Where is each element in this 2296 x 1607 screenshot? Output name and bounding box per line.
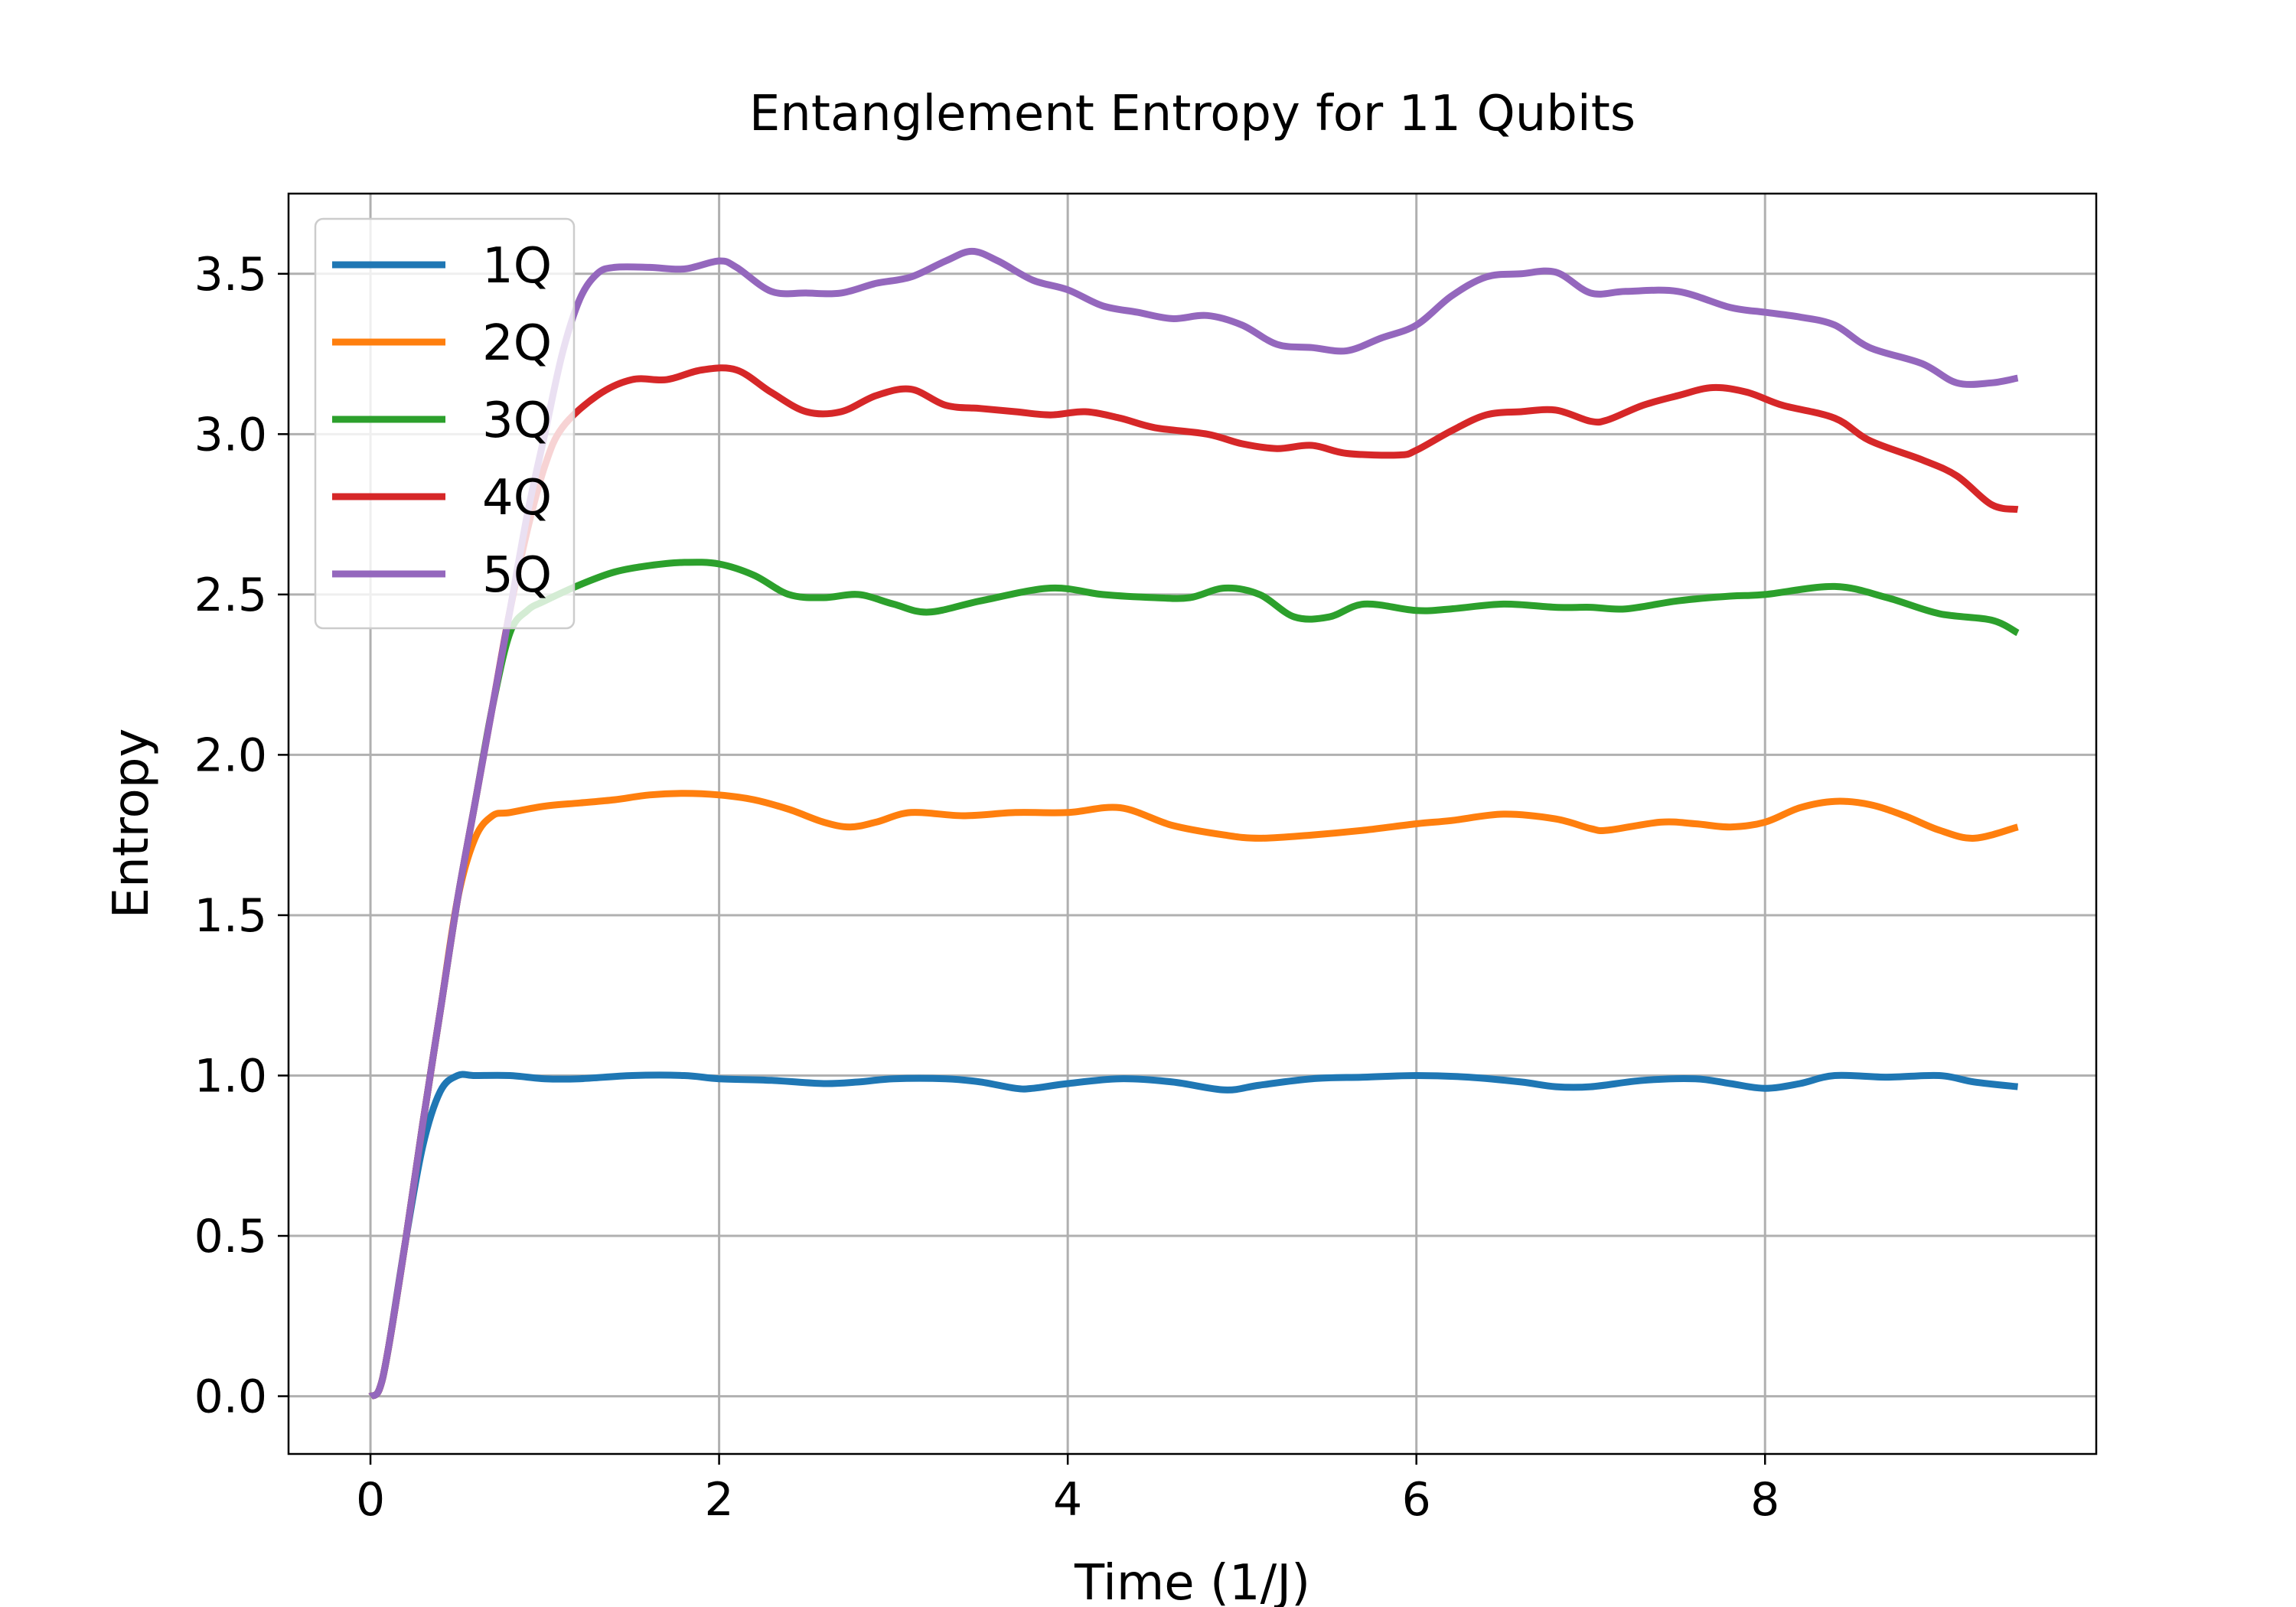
y-tick-label: 2.0 (194, 729, 267, 782)
legend-label-4q: 4Q (482, 470, 552, 526)
x-tick-label: 0 (356, 1473, 385, 1527)
x-tick-label: 4 (1053, 1473, 1082, 1527)
axis-ticks: 0 2 4 6 8 0.0 0.5 1.0 1.5 2.0 2.5 3.0 3.5 (194, 248, 1780, 1527)
series-line-5q (368, 247, 2019, 1400)
y-tick-label: 0.0 (194, 1371, 267, 1424)
x-tick-label: 2 (705, 1473, 734, 1527)
y-tick-label: 3.0 (194, 408, 267, 461)
y-axis-label: Entropy (103, 729, 160, 919)
chart-title: Entanglement Entropy for 11 Qubits (749, 86, 1636, 142)
y-tick-label: 1.0 (194, 1049, 267, 1103)
y-tick-label: 0.5 (194, 1210, 267, 1263)
legend-label-5q: 5Q (482, 547, 552, 604)
y-tick-label: 3.5 (194, 248, 267, 302)
x-tick-label: 6 (1402, 1473, 1431, 1527)
plot-frame (287, 192, 2098, 1455)
y-tick-label: 2.5 (194, 569, 267, 622)
legend-box (314, 217, 576, 630)
series-line-1q (368, 1071, 2018, 1400)
legend-label-2q: 2Q (482, 315, 552, 372)
legend-label-3q: 3Q (482, 393, 552, 449)
x-axis-label: Time (1/J) (1074, 1555, 1310, 1607)
y-tick-label: 1.5 (194, 889, 267, 943)
legend: 1Q 2Q 3Q 4Q 5Q (314, 217, 576, 630)
series-lines (368, 247, 2020, 1400)
x-tick-label: 8 (1750, 1473, 1779, 1527)
legend-label-1q: 1Q (482, 238, 552, 295)
